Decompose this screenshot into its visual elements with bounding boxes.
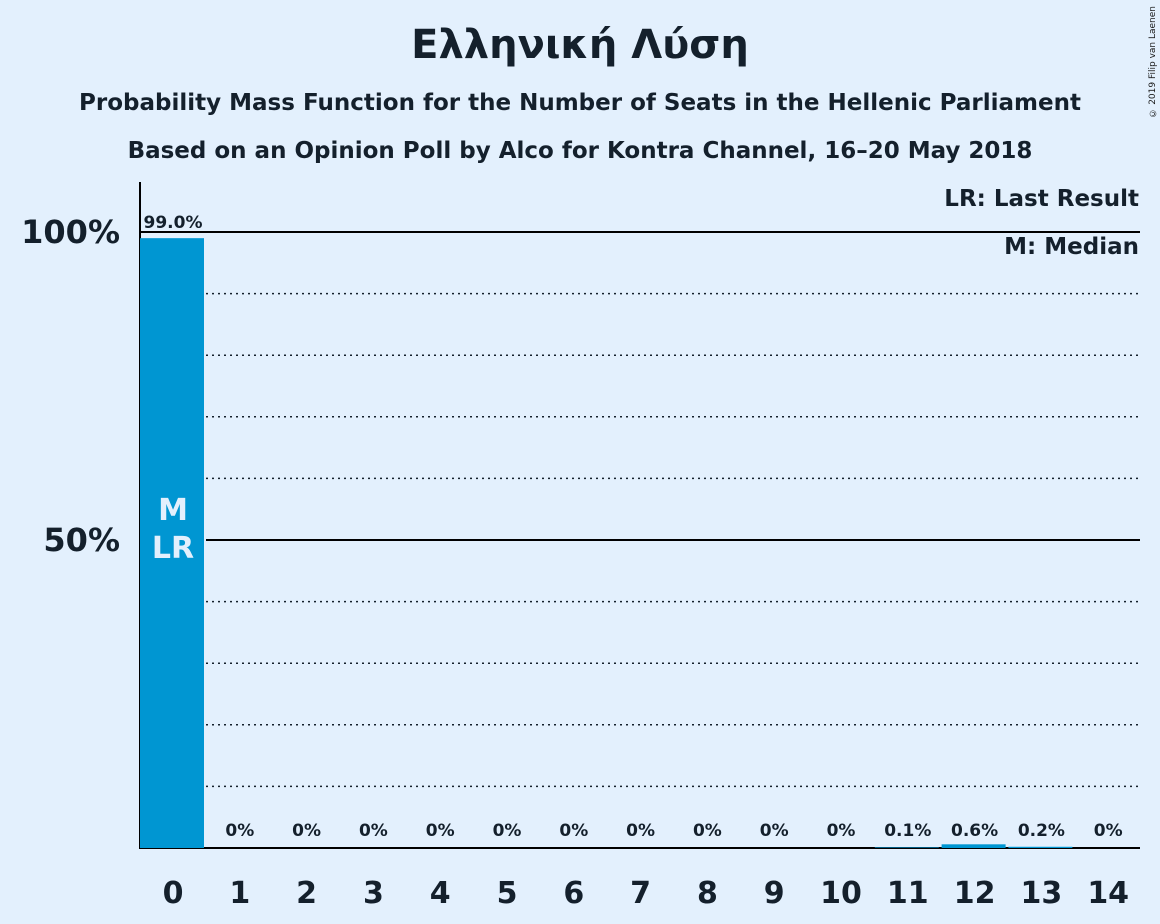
legend-last-result: LR: Last Result	[944, 186, 1139, 212]
median-marker: M	[158, 493, 188, 528]
x-tick-label: 6	[563, 876, 584, 911]
bar-value-label: 0.1%	[884, 821, 931, 841]
x-tick-label: 4	[430, 876, 451, 911]
bar-value-label: 0%	[827, 821, 856, 841]
legend-median: M: Median	[1004, 234, 1139, 260]
bar-value-label: 0%	[426, 821, 455, 841]
bar-value-label: 0%	[760, 821, 789, 841]
chart-subtitle: Probability Mass Function for the Number…	[79, 90, 1081, 116]
x-tick-label: 8	[697, 876, 718, 911]
last-result-marker: LR	[152, 531, 194, 566]
bar-value-label: 0%	[1094, 821, 1123, 841]
bar-value-label: 0.2%	[1018, 821, 1065, 841]
bar	[874, 847, 939, 848]
bar-value-label: 0%	[359, 821, 388, 841]
y-tick-label: 100%	[21, 213, 120, 251]
x-tick-label: 2	[296, 876, 317, 911]
x-tick-label: 7	[630, 876, 651, 911]
x-tick-label: 3	[363, 876, 384, 911]
x-tick-label: 11	[887, 876, 929, 911]
x-tick-label: 12	[954, 876, 996, 911]
bar-value-label: 0%	[693, 821, 722, 841]
x-tick-label: 13	[1021, 876, 1063, 911]
bar-value-label: 99.0%	[144, 213, 203, 233]
x-tick-label: 5	[497, 876, 518, 911]
x-tick-label: 10	[820, 876, 862, 911]
x-tick-label: 0	[163, 876, 184, 911]
x-tick-label: 14	[1087, 876, 1129, 911]
y-tick-label: 50%	[43, 521, 120, 559]
bar-value-label: 0%	[292, 821, 321, 841]
chart-subtitle-poll: Based on an Opinion Poll by Alco for Kon…	[127, 138, 1033, 164]
chart-title: Ελληνική Λύση	[411, 22, 749, 68]
bar	[1008, 846, 1073, 848]
bar	[140, 238, 204, 848]
bar-value-label: 0%	[559, 821, 588, 841]
bar-value-label: 0%	[626, 821, 655, 841]
bar-value-label: 0%	[225, 821, 254, 841]
x-tick-label: 9	[764, 876, 785, 911]
bar-value-label: 0.6%	[951, 821, 998, 841]
bar-value-label: 0%	[493, 821, 522, 841]
bar	[941, 844, 1006, 848]
x-tick-label: 1	[229, 876, 250, 911]
